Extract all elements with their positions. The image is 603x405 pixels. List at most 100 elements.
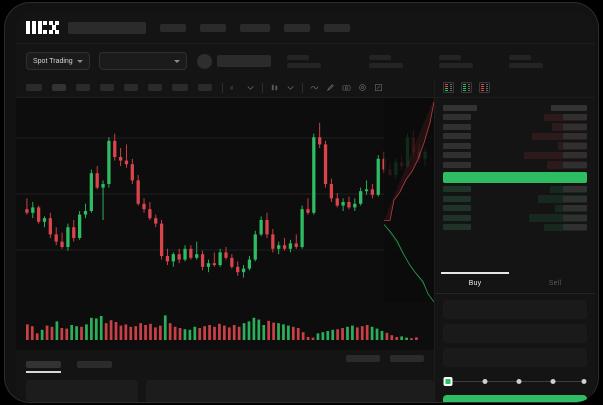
- trading-mode-label: Spot Trading: [33, 57, 73, 65]
- orderbook-price: [443, 152, 471, 159]
- nav-item-2[interactable]: [240, 23, 270, 32]
- toolbar-divider: [262, 82, 263, 93]
- stat-label: [438, 54, 461, 60]
- price-chart-panel[interactable]: [16, 98, 434, 302]
- submit-buy-button[interactable]: [443, 395, 587, 402]
- orderbook-trade-panel: Buy Sell: [434, 78, 595, 402]
- orderbook-price: [443, 123, 471, 130]
- timeframe-chip-5[interactable]: [148, 84, 162, 91]
- pencil-icon[interactable]: [326, 83, 335, 92]
- bottom-content-box-1[interactable]: [146, 380, 434, 402]
- orderbook-row-bid[interactable]: [443, 194, 587, 204]
- orderbook-size: [563, 214, 587, 221]
- market-stat-3: [508, 54, 543, 68]
- icon-left-half: [480, 83, 485, 92]
- nav-item-0[interactable]: [160, 23, 186, 32]
- orderbook-price: [443, 114, 471, 121]
- orderbook-row-ask[interactable]: [443, 141, 587, 151]
- orderbook-row-ask[interactable]: [443, 122, 587, 132]
- chevron-down-icon[interactable]: [286, 83, 295, 92]
- slider-track: [448, 380, 582, 382]
- tab-sell[interactable]: Sell: [548, 280, 562, 287]
- bottom-tab-1[interactable]: [77, 360, 112, 368]
- volume-bar-chart: [26, 315, 418, 340]
- orderbook[interactable]: [435, 98, 595, 270]
- order-form-tabs: Buy Sell: [435, 274, 595, 294]
- orderbook-row-bid[interactable]: [443, 185, 587, 195]
- stat-value: [286, 62, 321, 68]
- fullscreen-icon[interactable]: [374, 83, 383, 92]
- timeframe-chip-1[interactable]: [52, 84, 66, 91]
- orderbook-size: [563, 205, 587, 212]
- orderbook-size: [563, 224, 587, 231]
- camera-icon[interactable]: [342, 83, 351, 92]
- slider-step-25[interactable]: [482, 378, 488, 384]
- orderbook-price: [443, 142, 471, 149]
- trading-pair-select[interactable]: [98, 52, 187, 70]
- orderbook-bids: [443, 185, 587, 233]
- app-screen: Spot Trading: [16, 12, 595, 402]
- order-total-field[interactable]: [443, 348, 587, 367]
- nav-item-1[interactable]: [200, 23, 226, 32]
- slider-step-100[interactable]: [581, 378, 587, 384]
- slider-handle[interactable]: [443, 376, 453, 386]
- timeframe-chip-0[interactable]: [26, 84, 42, 91]
- icon-right-half: [449, 83, 454, 92]
- bottom-tab-0[interactable]: [26, 360, 61, 373]
- timeframe-chip-6[interactable]: [172, 84, 188, 91]
- settings-icon[interactable]: [358, 83, 367, 92]
- slider-step-75[interactable]: [550, 378, 556, 384]
- bottom-panel-content: [26, 380, 434, 402]
- okx-logo-icon[interactable]: [26, 20, 59, 35]
- chart-type-dropdown-icon[interactable]: [270, 83, 279, 92]
- market-subheader: Spot Trading: [16, 44, 595, 78]
- icon-right-half: [467, 83, 472, 92]
- device-screen-bezel: Spot Trading: [16, 12, 595, 402]
- chart-footer-chip-0[interactable]: [346, 354, 380, 362]
- chart-footer: [16, 350, 434, 366]
- orderbook-price: [443, 161, 471, 168]
- order-price-field[interactable]: [443, 300, 587, 319]
- orderbook-row-ask[interactable]: [443, 113, 587, 123]
- candlestick-chart: [16, 122, 434, 278]
- tab-buy[interactable]: Buy: [435, 274, 515, 293]
- orderbook-row-bid[interactable]: [443, 213, 587, 223]
- orderbook-row-bid[interactable]: [443, 223, 587, 233]
- market-stat-2: [438, 54, 473, 68]
- stat-value: [438, 62, 473, 68]
- orderbook-price: [443, 186, 471, 193]
- orderbook-bids-icon[interactable]: [461, 82, 472, 93]
- orderbook-row-ask[interactable]: [443, 132, 587, 142]
- icon-right-half: [485, 83, 490, 92]
- orderbook-row-ask[interactable]: [443, 160, 587, 170]
- nav-item-4[interactable]: [324, 23, 350, 32]
- market-stat-0: [286, 54, 321, 68]
- line-chart-icon[interactable]: [310, 83, 319, 92]
- orderbook-size: [563, 152, 587, 159]
- stat-value: [368, 62, 403, 68]
- timeframe-chip-7[interactable]: [198, 84, 212, 91]
- order-amount-field[interactable]: [443, 324, 587, 343]
- orderbook-size-header: [551, 104, 587, 111]
- orderbook-asks-icon[interactable]: [479, 82, 490, 93]
- chart-footer-chip-1[interactable]: [390, 354, 424, 362]
- order-form: [435, 294, 595, 389]
- orderbook-row-bid[interactable]: [443, 204, 587, 214]
- timeframe-chip-2[interactable]: [76, 84, 90, 91]
- chevron-down-icon[interactable]: [246, 83, 255, 92]
- orderbook-row-ask[interactable]: [443, 151, 587, 161]
- slider-step-50[interactable]: [516, 378, 522, 384]
- indicator-dropdown-icon[interactable]: ıll: [230, 83, 239, 92]
- nav-item-3[interactable]: [284, 23, 310, 32]
- orderbook-price: [443, 195, 471, 202]
- timeframe-chip-4[interactable]: [124, 84, 138, 91]
- orderbook-both-icon[interactable]: [443, 82, 454, 93]
- bottom-content-box-0[interactable]: [26, 380, 138, 402]
- market-stat-1: [368, 54, 403, 68]
- order-amount-slider[interactable]: [443, 373, 587, 389]
- stat-label: [508, 54, 531, 60]
- timeframe-chip-3[interactable]: [100, 84, 114, 91]
- search-input[interactable]: [68, 21, 146, 34]
- device-bezel: Spot Trading: [4, 2, 599, 403]
- trading-mode-select[interactable]: Spot Trading: [26, 52, 90, 70]
